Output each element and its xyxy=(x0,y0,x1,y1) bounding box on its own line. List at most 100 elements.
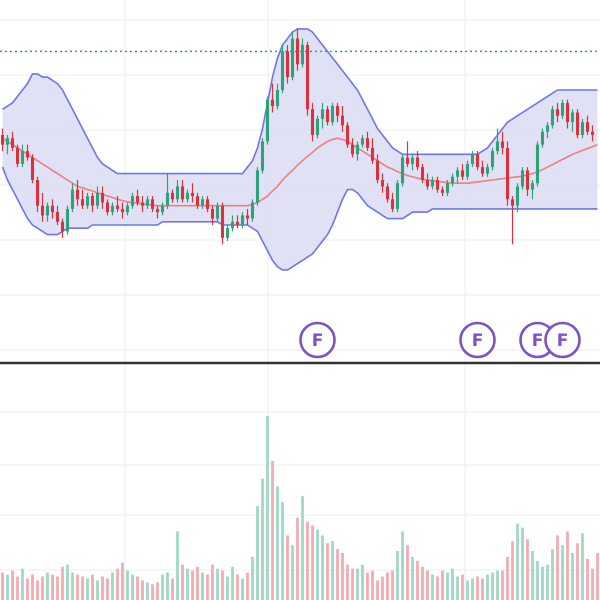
volume-bar xyxy=(376,580,379,600)
candle-body xyxy=(335,106,340,116)
candle-body xyxy=(100,192,105,203)
candle-body xyxy=(245,215,250,219)
candle xyxy=(65,205,70,235)
candle xyxy=(85,192,90,209)
candle xyxy=(5,135,10,155)
volume-bar xyxy=(351,568,354,600)
candle-body xyxy=(120,208,125,213)
candle xyxy=(230,215,235,232)
candle-body xyxy=(515,186,520,206)
candle-body xyxy=(175,186,180,200)
volume-bar xyxy=(566,531,569,600)
candle xyxy=(180,180,185,203)
candle-body xyxy=(85,196,90,206)
candle-body xyxy=(365,138,370,148)
candle xyxy=(555,102,560,123)
candle-body xyxy=(35,180,40,206)
volume-bar xyxy=(221,570,224,600)
candle xyxy=(435,176,440,193)
candle-body xyxy=(155,208,160,213)
candle-body xyxy=(350,144,355,155)
candle xyxy=(340,106,345,132)
candle-body xyxy=(225,228,230,238)
volume-bar xyxy=(416,560,419,600)
candle xyxy=(565,99,570,129)
candle xyxy=(310,102,315,142)
candle xyxy=(170,189,175,203)
candle xyxy=(550,106,555,129)
candle-body xyxy=(330,106,335,123)
candle xyxy=(350,138,355,158)
candle-body xyxy=(45,205,50,216)
volume-bar xyxy=(426,570,429,600)
candle xyxy=(510,196,515,245)
volume-bar xyxy=(386,572,389,600)
candle xyxy=(545,122,550,139)
volume-bar xyxy=(181,564,184,600)
candle xyxy=(70,183,75,213)
candle-body xyxy=(415,157,420,168)
candle-body xyxy=(510,199,515,206)
candle xyxy=(405,141,410,168)
candle-body xyxy=(160,205,165,213)
bollinger-upper-line xyxy=(2,28,598,175)
volume-bar xyxy=(41,576,44,600)
volume-bar xyxy=(216,568,219,600)
candle xyxy=(35,176,40,213)
candle xyxy=(135,189,140,206)
candle xyxy=(75,180,80,206)
candle xyxy=(375,154,380,184)
candle-body xyxy=(300,45,305,65)
volume-bar xyxy=(511,541,514,600)
candle-body xyxy=(585,122,590,132)
candle xyxy=(300,38,305,68)
candle xyxy=(400,154,405,187)
candle xyxy=(280,45,285,94)
candle xyxy=(120,202,125,219)
candle xyxy=(285,45,290,84)
candle xyxy=(560,99,565,119)
candle-body xyxy=(260,141,265,171)
candle xyxy=(55,205,60,225)
candle-body xyxy=(145,199,150,206)
volume-bar xyxy=(406,545,409,600)
candle xyxy=(195,192,200,209)
candle xyxy=(585,115,590,135)
volume-bar xyxy=(176,531,179,600)
volume-bar xyxy=(291,545,294,600)
candle xyxy=(260,138,265,174)
event-marker: F xyxy=(459,321,496,359)
candle xyxy=(275,83,280,110)
candle xyxy=(520,167,525,190)
volume-layer xyxy=(1,415,599,600)
volume-bar xyxy=(551,549,554,600)
candle-body xyxy=(315,118,320,135)
candle xyxy=(430,176,435,190)
volume-bar xyxy=(516,523,519,600)
candle xyxy=(365,131,370,152)
volume-bar xyxy=(271,460,274,600)
candle xyxy=(320,102,325,129)
candle-body xyxy=(30,157,35,180)
volume-bar xyxy=(91,574,94,600)
volume-bar xyxy=(476,576,479,600)
candle-body xyxy=(545,125,550,132)
candle-body xyxy=(180,186,185,200)
volume-bar xyxy=(396,551,399,600)
candle xyxy=(220,202,225,245)
candle xyxy=(465,160,470,180)
event-marker-label: F xyxy=(557,331,569,351)
candle xyxy=(355,141,360,161)
candle-body xyxy=(215,205,220,219)
volume-bar xyxy=(536,560,539,600)
volume-bar xyxy=(571,553,574,600)
candle-body xyxy=(295,38,300,65)
candle-body xyxy=(370,147,375,161)
candle-body xyxy=(425,180,430,187)
volume-bar xyxy=(266,415,269,600)
candle xyxy=(295,28,300,71)
volume-bar xyxy=(276,486,279,600)
candle-body xyxy=(290,38,295,78)
volume-bar xyxy=(96,580,99,600)
